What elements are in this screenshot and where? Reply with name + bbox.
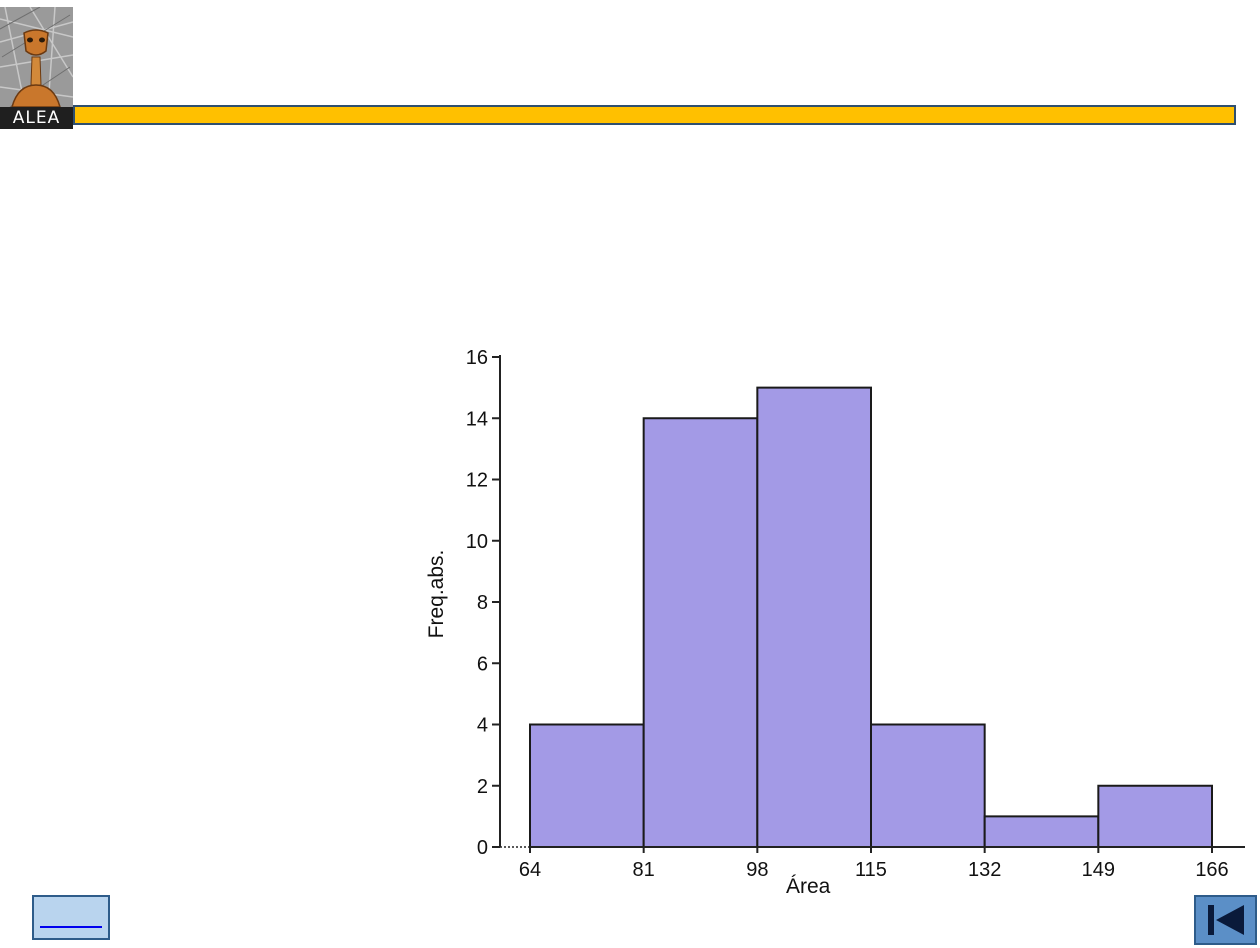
header-accent-bar (73, 105, 1236, 125)
x-tick-label: 166 (1195, 859, 1228, 881)
back-to-start-button[interactable] (1194, 895, 1257, 945)
logo-text: ALEA (0, 107, 73, 129)
y-tick-label: 10 (466, 531, 488, 553)
x-axis-label: Área (786, 875, 831, 898)
y-tick-label: 14 (466, 408, 488, 430)
y-tick-label: 6 (477, 653, 488, 675)
y-tick-label: 16 (466, 347, 488, 369)
x-tick-label: 132 (968, 859, 1001, 881)
histogram-bar (1097, 784, 1214, 848)
y-tick-label: 2 (477, 776, 488, 798)
alea-logo: ALEA (0, 7, 73, 129)
histogram-bar (529, 723, 645, 848)
histogram-bar (642, 417, 759, 848)
link-underline (40, 926, 102, 928)
x-tick-label: 64 (519, 859, 541, 881)
y-tick-label: 0 (477, 837, 488, 859)
skip-back-icon (1208, 905, 1244, 935)
y-axis-label: Freq.abs. (425, 550, 448, 639)
y-tick-label: 4 (477, 715, 488, 737)
x-tick-label: 81 (633, 859, 655, 881)
histogram-bar (756, 386, 872, 848)
chalice-figure-icon (0, 7, 73, 107)
y-tick-label: 12 (466, 470, 488, 492)
home-button[interactable] (32, 895, 110, 940)
histogram-bar (983, 815, 1100, 848)
x-tick-label: 98 (746, 859, 768, 881)
y-tick-label: 8 (477, 592, 488, 614)
histogram-bar (870, 723, 986, 848)
x-tick-label: 115 (855, 859, 887, 881)
x-tick-label: 149 (1082, 859, 1115, 881)
